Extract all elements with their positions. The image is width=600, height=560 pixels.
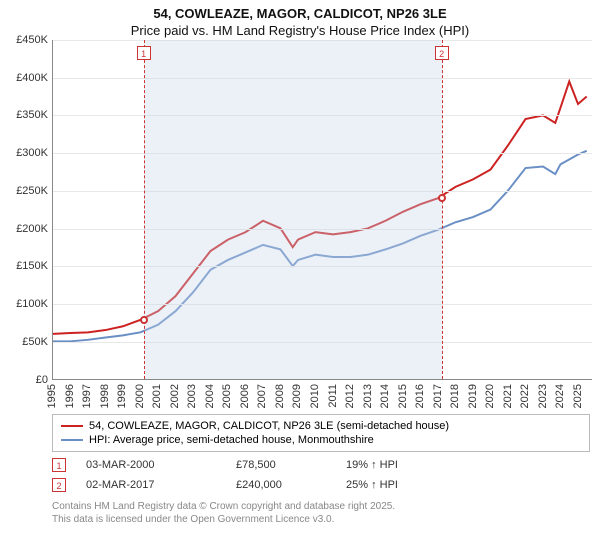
x-tick-label: 1997 <box>81 384 93 408</box>
x-tick-label: 2010 <box>309 384 321 408</box>
legend-swatch-hpi <box>61 439 83 441</box>
plot-area: 12 <box>52 40 592 380</box>
x-tick-label: 1995 <box>46 384 58 408</box>
sale-delta: 19% ↑ HPI <box>346 459 398 471</box>
marker-line <box>144 40 145 379</box>
y-tick-label: £200K <box>16 223 48 235</box>
y-axis: £0£50K£100K£150K£200K£250K£300K£350K£400… <box>0 40 52 380</box>
y-tick-label: £350K <box>16 109 48 121</box>
marker-flag: 2 <box>435 46 449 60</box>
x-tick-label: 2004 <box>204 384 216 408</box>
x-tick-label: 1996 <box>64 384 76 408</box>
y-tick-label: £50K <box>22 336 48 348</box>
marker-line <box>442 40 443 379</box>
x-tick-label: 2002 <box>169 384 181 408</box>
sale-flag: 1 <box>52 458 66 472</box>
x-tick-label: 2019 <box>467 384 479 408</box>
y-tick-label: £150K <box>16 260 48 272</box>
x-tick-label: 2006 <box>239 384 251 408</box>
x-tick-label: 2016 <box>414 384 426 408</box>
x-tick-label: 2007 <box>256 384 268 408</box>
x-tick-label: 2008 <box>274 384 286 408</box>
x-tick-label: 1998 <box>99 384 111 408</box>
x-tick-label: 2020 <box>484 384 496 408</box>
sale-price: £240,000 <box>236 479 326 491</box>
sale-row: 2 02-MAR-2017 £240,000 25% ↑ HPI <box>52 478 590 492</box>
x-tick-label: 2001 <box>151 384 163 408</box>
sale-flag: 2 <box>52 478 66 492</box>
title-line1: 54, COWLEAZE, MAGOR, CALDICOT, NP26 3LE <box>0 6 600 23</box>
legend-label-hpi: HPI: Average price, semi-detached house,… <box>89 434 374 446</box>
x-tick-label: 2021 <box>502 384 514 408</box>
sales-list: 1 03-MAR-2000 £78,500 19% ↑ HPI 2 02-MAR-2017… <box>0 458 600 492</box>
x-tick-label: 2024 <box>554 384 566 408</box>
x-tick-label: 2017 <box>432 384 444 408</box>
legend-row-hpi: HPI: Average price, semi-detached house,… <box>61 433 581 447</box>
y-tick-label: £250K <box>16 185 48 197</box>
x-axis: 1995199619971998199920002001200220032004… <box>52 380 592 410</box>
x-tick-label: 2003 <box>186 384 198 408</box>
sale-date: 03-MAR-2000 <box>86 459 216 471</box>
x-tick-label: 2011 <box>327 384 339 408</box>
marker-flag: 1 <box>137 46 151 60</box>
x-tick-label: 2025 <box>572 384 584 408</box>
sale-row: 1 03-MAR-2000 £78,500 19% ↑ HPI <box>52 458 590 472</box>
footer: Contains HM Land Registry data © Crown c… <box>52 500 590 526</box>
chart-area: £0£50K£100K£150K£200K£250K£300K£350K£400… <box>0 40 600 410</box>
y-tick-label: £100K <box>16 298 48 310</box>
sale-delta: 25% ↑ HPI <box>346 479 398 491</box>
footer-line2: This data is licensed under the Open Gov… <box>52 513 590 526</box>
legend-swatch-price <box>61 425 83 427</box>
x-tick-label: 2013 <box>362 384 374 408</box>
x-tick-label: 2009 <box>291 384 303 408</box>
chart-title: 54, COWLEAZE, MAGOR, CALDICOT, NP26 3LE … <box>0 0 600 40</box>
title-line2: Price paid vs. HM Land Registry's House … <box>0 23 600 40</box>
x-tick-label: 2014 <box>379 384 391 408</box>
legend-row-price: 54, COWLEAZE, MAGOR, CALDICOT, NP26 3LE … <box>61 419 581 433</box>
x-tick-label: 1999 <box>116 384 128 408</box>
x-tick-label: 2012 <box>344 384 356 408</box>
x-tick-label: 2018 <box>449 384 461 408</box>
x-tick-label: 2005 <box>221 384 233 408</box>
y-tick-label: £450K <box>16 34 48 46</box>
legend-label-price: 54, COWLEAZE, MAGOR, CALDICOT, NP26 3LE … <box>89 420 449 432</box>
marker-dot <box>140 316 148 324</box>
sale-price: £78,500 <box>236 459 326 471</box>
y-tick-label: £400K <box>16 72 48 84</box>
sale-date: 02-MAR-2017 <box>86 479 216 491</box>
marker-dot <box>438 194 446 202</box>
x-tick-label: 2022 <box>519 384 531 408</box>
marker-band <box>144 40 442 379</box>
x-tick-label: 2023 <box>537 384 549 408</box>
footer-line1: Contains HM Land Registry data © Crown c… <box>52 500 590 513</box>
x-tick-label: 2000 <box>134 384 146 408</box>
x-tick-label: 2015 <box>397 384 409 408</box>
legend: 54, COWLEAZE, MAGOR, CALDICOT, NP26 3LE … <box>52 414 590 452</box>
y-tick-label: £300K <box>16 147 48 159</box>
